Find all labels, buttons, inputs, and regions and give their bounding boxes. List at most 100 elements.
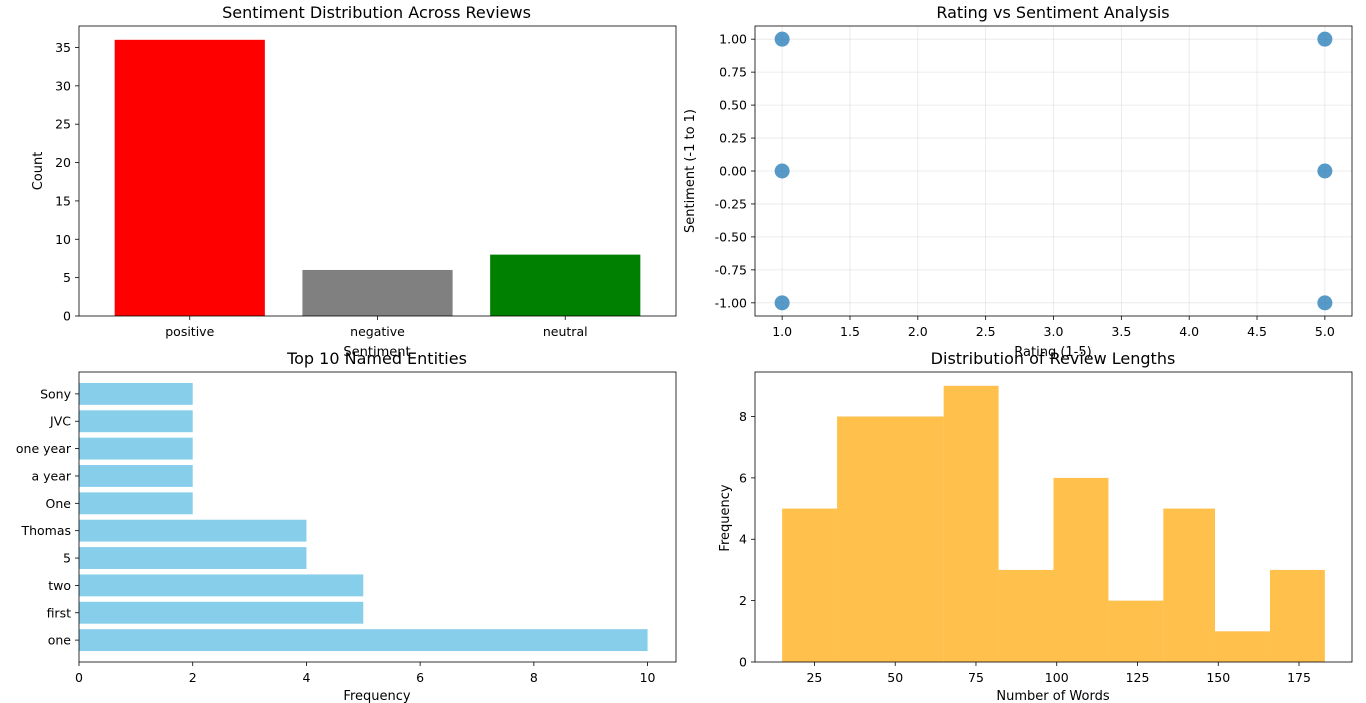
entity-bar [79, 437, 193, 460]
entity-bar [79, 410, 193, 433]
x-tick-label: neutral [543, 324, 588, 339]
x-tick-label: 10 [640, 670, 656, 685]
lengths-chart-ylabel: Frequency [718, 484, 733, 551]
y-tick-label: 10 [55, 232, 71, 247]
y-tick-label: 4 [739, 532, 747, 547]
scatter-chart-xlabel: Rating (1-5) [1014, 345, 1091, 360]
entity-bar [79, 465, 193, 487]
histogram-bin [1163, 508, 1216, 662]
y-tick-label: 8 [739, 409, 747, 424]
sentiment-chart-title: Sentiment Distribution Across Reviews [222, 3, 531, 22]
sentiment-bar [114, 39, 265, 317]
x-tick-label: 4.5 [1247, 324, 1267, 339]
y-tick-label: -0.75 [715, 262, 747, 277]
x-tick-label: 25 [806, 670, 822, 685]
x-tick-label: 150 [1206, 670, 1230, 685]
entities-chart-title: Top 10 Named Entities [286, 349, 467, 368]
y-tick-label: two [48, 578, 71, 593]
x-tick-label: 0 [75, 670, 83, 685]
x-tick-label: 6 [416, 670, 424, 685]
x-tick-label: 1.0 [772, 324, 792, 339]
entity-bar [79, 574, 364, 597]
y-tick-label: 5 [63, 270, 71, 285]
entity-bar [79, 629, 648, 652]
y-tick-label: 0.75 [719, 65, 747, 80]
sentiment-bar [490, 254, 641, 316]
lengths-chart-title: Distribution of Review Lengths [931, 349, 1176, 368]
scatter-chart-frame [754, 25, 1353, 317]
entity-bar [79, 492, 193, 515]
y-tick-label: 25 [55, 117, 71, 132]
scatter-point [1317, 31, 1333, 47]
entity-bar [79, 547, 307, 569]
x-tick-label: positive [165, 324, 214, 339]
scatter-point [1317, 295, 1333, 311]
x-tick-label: 4 [302, 670, 310, 685]
x-tick-label: 50 [887, 670, 903, 685]
entity-bar [79, 519, 307, 542]
x-tick-label: 1.5 [840, 324, 860, 339]
entity-bar [79, 382, 193, 405]
y-tick-label: 30 [55, 78, 71, 93]
x-tick-label: 2 [189, 670, 197, 685]
y-tick-label: -0.50 [715, 229, 747, 244]
x-tick-label: 2.0 [908, 324, 928, 339]
histogram-bin [1269, 569, 1325, 662]
x-tick-label: 4.0 [1179, 324, 1199, 339]
x-tick-label: 100 [1045, 670, 1069, 685]
histogram-bin [782, 508, 838, 662]
x-tick-label: 5.0 [1315, 324, 1335, 339]
histogram-bin [1215, 631, 1270, 662]
histogram-bin [943, 385, 999, 662]
y-tick-label: 35 [55, 40, 71, 55]
lengths-chart-frame [754, 371, 1353, 663]
scatter-point [774, 31, 790, 47]
x-tick-label: negative [350, 324, 405, 339]
y-tick-label: 1.00 [719, 32, 747, 47]
y-tick-label: first [47, 605, 72, 620]
y-tick-label: 2 [739, 593, 747, 608]
histogram-bin [837, 416, 944, 662]
scatter-point [1317, 163, 1333, 179]
histogram-bin [1053, 477, 1109, 662]
entity-bar [79, 601, 364, 624]
x-tick-label: 2.5 [976, 324, 996, 339]
histogram-bin [998, 569, 1054, 662]
y-tick-label: 5 [63, 551, 71, 566]
sentiment-chart-xlabel: Sentiment [343, 345, 410, 360]
scatter-chart-ylabel: Sentiment (-1 to 1) [683, 109, 698, 233]
y-tick-label: 0 [739, 655, 747, 670]
y-tick-label: one [48, 633, 72, 648]
y-tick-label: 15 [55, 193, 71, 208]
lengths-chart-xlabel: Number of Words [996, 689, 1109, 703]
y-tick-label: -1.00 [715, 295, 747, 310]
y-tick-label: one year [16, 441, 72, 456]
y-tick-label: a year [31, 468, 71, 483]
scatter-point [774, 163, 790, 179]
x-tick-label: 3.5 [1111, 324, 1131, 339]
entities-chart-frame [78, 371, 677, 663]
x-tick-label: 75 [968, 670, 984, 685]
x-tick-label: 175 [1287, 670, 1311, 685]
sentiment-chart-ylabel: Count [31, 152, 46, 191]
x-tick-label: 125 [1126, 670, 1150, 685]
x-tick-label: 3.0 [1044, 324, 1064, 339]
histogram-bin [1108, 600, 1164, 662]
entities-chart-xlabel: Frequency [343, 689, 410, 703]
y-tick-label: 0.00 [719, 164, 747, 179]
y-tick-label: 20 [55, 155, 71, 170]
y-tick-label: 0.50 [719, 98, 747, 113]
scatter-chart-title: Rating vs Sentiment Analysis [936, 3, 1169, 22]
scatter-point [774, 295, 790, 311]
sentiment-bar [302, 269, 453, 316]
y-tick-label: One [46, 496, 72, 511]
y-tick-label: JVC [49, 414, 71, 429]
sentiment-chart-frame [78, 25, 677, 317]
y-tick-label: 0 [63, 309, 71, 324]
x-tick-label: 8 [530, 670, 538, 685]
y-tick-label: 6 [739, 470, 747, 485]
y-tick-label: 0.25 [719, 131, 747, 146]
y-tick-label: Thomas [20, 523, 71, 538]
y-tick-label: -0.25 [715, 196, 747, 211]
